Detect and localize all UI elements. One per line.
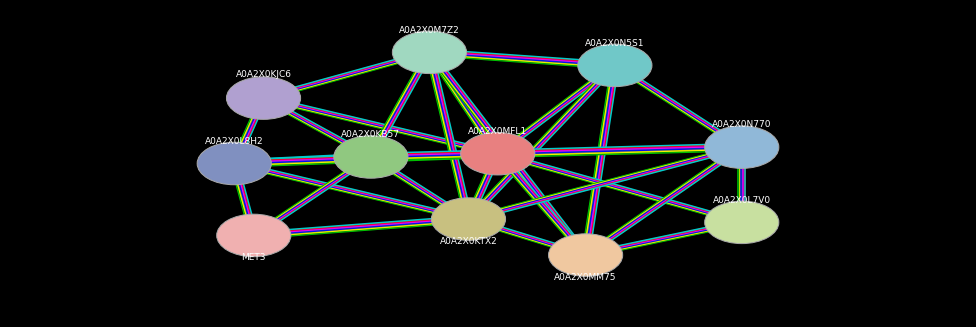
Ellipse shape — [705, 126, 779, 168]
Ellipse shape — [226, 77, 301, 119]
Text: A0A2X0MFL1: A0A2X0MFL1 — [468, 127, 527, 136]
Text: A0A2X0N5S1: A0A2X0N5S1 — [586, 39, 644, 48]
Text: A0A2X0KTX2: A0A2X0KTX2 — [439, 237, 498, 246]
Ellipse shape — [197, 142, 271, 185]
Ellipse shape — [334, 136, 408, 178]
Text: A0A2X0KB57: A0A2X0KB57 — [342, 130, 400, 139]
Text: A0A2X0KJC6: A0A2X0KJC6 — [235, 70, 292, 79]
Ellipse shape — [217, 214, 291, 257]
Ellipse shape — [578, 44, 652, 87]
Text: A0A2X0M7Z2: A0A2X0M7Z2 — [399, 26, 460, 35]
Ellipse shape — [549, 234, 623, 276]
Text: MET3: MET3 — [241, 253, 266, 262]
Ellipse shape — [431, 198, 506, 240]
Text: A0A2X0L7V0: A0A2X0L7V0 — [712, 196, 771, 205]
Ellipse shape — [705, 201, 779, 244]
Text: A0A2X0L8H2: A0A2X0L8H2 — [205, 137, 264, 146]
Text: A0A2X0N770: A0A2X0N770 — [712, 120, 771, 129]
Text: A0A2X0MM75: A0A2X0MM75 — [554, 273, 617, 282]
Ellipse shape — [392, 31, 467, 74]
Ellipse shape — [461, 132, 535, 175]
